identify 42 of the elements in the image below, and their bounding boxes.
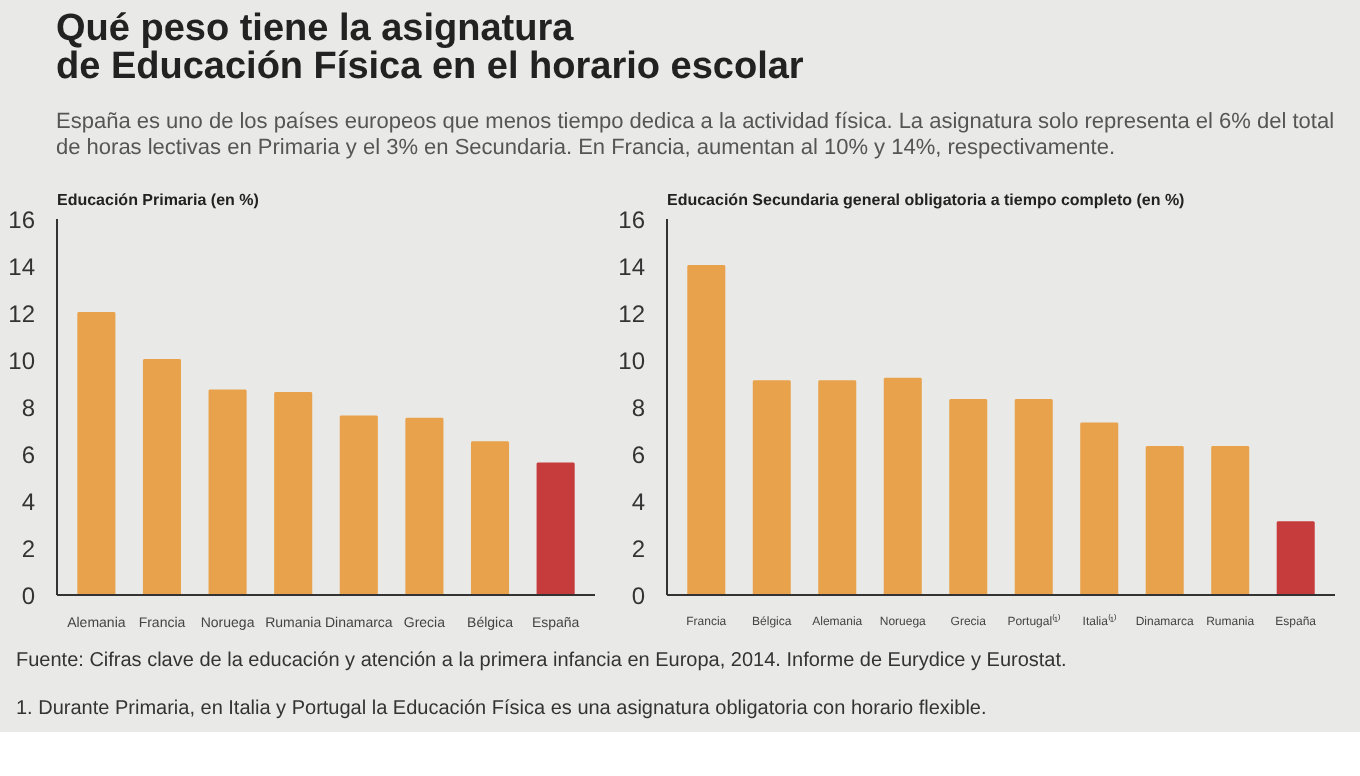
bar [752,380,791,595]
y-tick-label: 8 [631,394,646,422]
y-tick-label: 10 [618,347,646,375]
y-tick-label: 12 [8,300,36,328]
bar [1145,445,1184,595]
bar [536,462,575,595]
bar [142,359,182,595]
y-tick-label: 0 [631,582,646,610]
bar [405,417,444,595]
source-note: Fuente: Cifras clave de la educación y atención a la primera infancia en Europa, 2014. Informe de Eurydice y Eurostat. [16,650,1067,674]
bar [1080,422,1119,595]
y-tick-label: 6 [631,441,646,469]
bar [949,398,988,595]
bar [1014,398,1053,595]
text: España es uno de los países europeos que menos tiempo dedica a la actividad física. La asignatura solo representa el 6% del total de horas lectivas en Primaria y el 3% en Secundaria. En Francia, aumentan al 10% y 14%, respectivamente. [56,110,1336,162]
y-tick-label: 0 [21,582,36,610]
chart-title: Qué peso tiene la asignatura de Educación Física en el horario escolar [56,8,804,88]
bar [687,265,726,595]
y-tick-label: 8 [21,394,36,422]
y-tick-label: 6 [21,441,36,469]
y-tick-label: 2 [631,535,646,563]
bar [818,380,857,595]
y-tick-label: 12 [618,300,646,328]
bar [208,389,247,595]
y-tick-label: 4 [631,488,646,516]
y-tick-label: 10 [8,347,36,375]
bar [883,377,922,595]
y-tick-label: 2 [21,535,36,563]
bar [470,441,510,595]
y-tick-label: 14 [618,253,646,281]
bar [1276,521,1315,595]
y-axis-title: Educación Primaria (en %) [57,191,260,209]
y-tick-label: 4 [21,488,36,516]
bar [339,415,378,595]
bar [77,312,116,595]
y-tick-label: 16 [8,206,36,234]
y-axis-title: Educación Secundaria general obligatoria a tiempo completo (en %) [667,191,1186,209]
bar [274,391,313,595]
text: 1. Durante Primaria, en Italia y Portugal la Educación Física es una asignatura obligatoria con horario flexible. [16,698,987,722]
bar [1211,445,1250,595]
y-tick-label: 16 [618,206,646,234]
y-tick-label: 14 [8,253,36,281]
